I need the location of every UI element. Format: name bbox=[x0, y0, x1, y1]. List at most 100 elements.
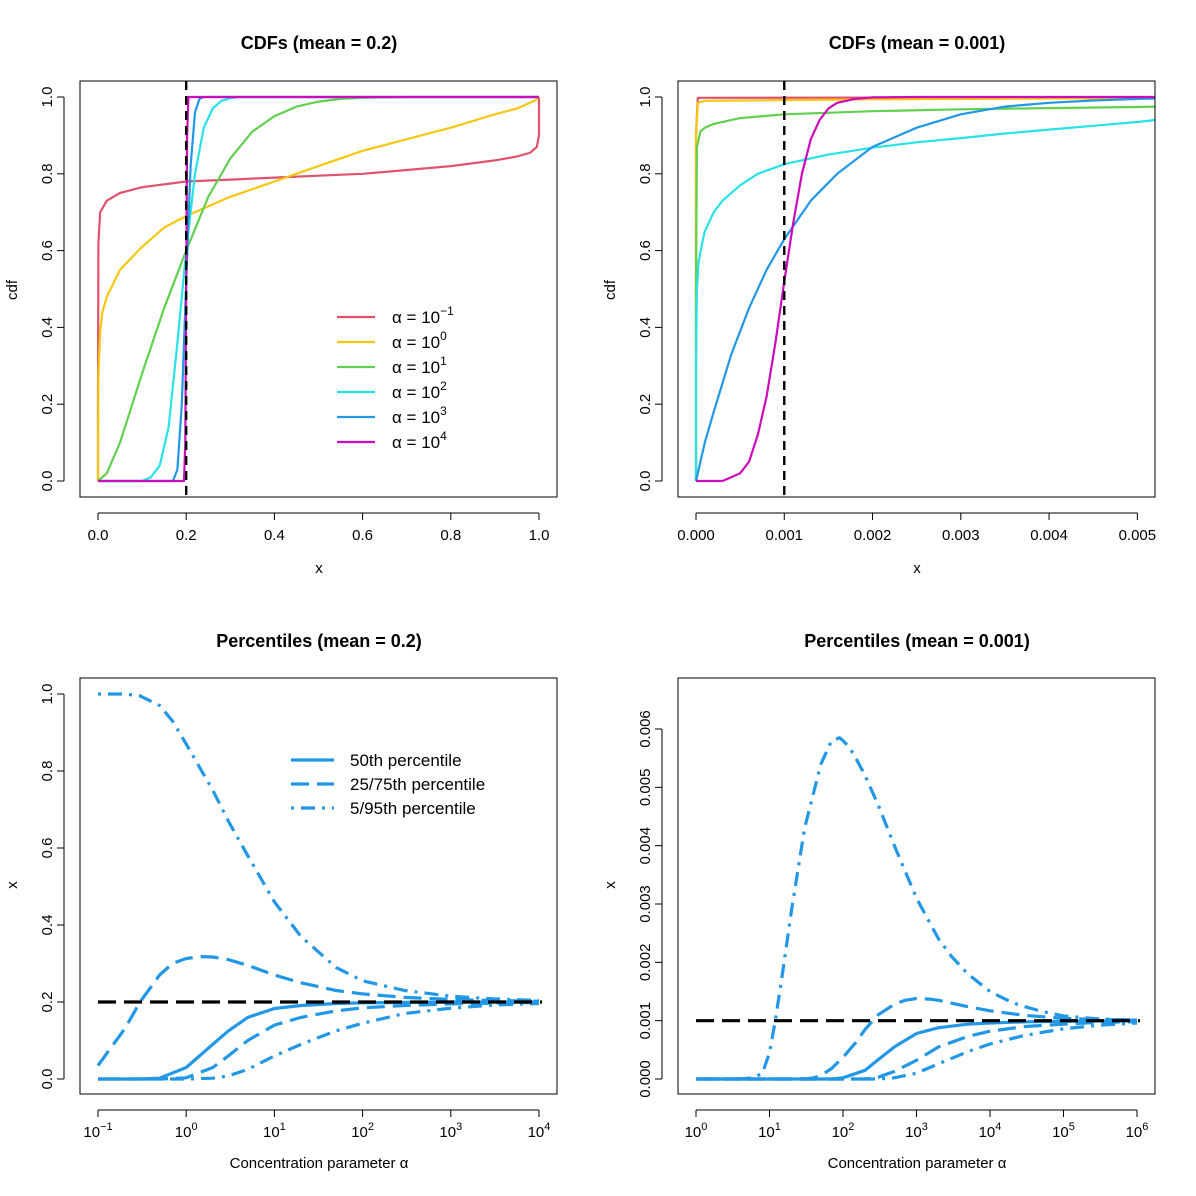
y-tick-label: 0.005 bbox=[637, 769, 654, 807]
chart-title: CDFs (mean = 0.001) bbox=[829, 33, 1006, 53]
series-line bbox=[694, 97, 1155, 481]
x-tick-label: 0.003 bbox=[942, 527, 980, 544]
series-line bbox=[98, 1000, 539, 1081]
y-tick-label: 0.2 bbox=[39, 992, 56, 1013]
plot-frame bbox=[677, 677, 1156, 1095]
series-line bbox=[96, 97, 541, 481]
series-line bbox=[696, 1021, 1138, 1081]
y-tick-label: 0.6 bbox=[637, 240, 654, 261]
x-tick-label: 100 bbox=[175, 1121, 198, 1141]
plot-frame bbox=[677, 80, 1156, 498]
y-tick-label: 0.0 bbox=[39, 1069, 56, 1090]
y-tick-label: 0.001 bbox=[637, 1002, 654, 1040]
y-tick-label: 0.0 bbox=[637, 471, 654, 492]
legend-label: α = 101 bbox=[392, 354, 447, 377]
series-line bbox=[98, 1001, 540, 1081]
x-tick-label: 101 bbox=[758, 1121, 781, 1141]
x-axis-label: x bbox=[315, 560, 323, 577]
y-tick-label: 0.8 bbox=[637, 163, 654, 184]
series-line bbox=[694, 105, 1155, 481]
legend-label: 25/75th percentile bbox=[350, 775, 485, 794]
legend-label: α = 103 bbox=[392, 404, 447, 427]
y-tick-label: 0.004 bbox=[637, 827, 654, 865]
x-tick-label: 100 bbox=[685, 1121, 708, 1141]
panel-percentiles-mean-0.2: Percentiles (mean = 0.2) Concentration p… bbox=[4, 631, 558, 1172]
x-tick-label: 106 bbox=[1126, 1121, 1149, 1141]
y-tick-label: 0.4 bbox=[39, 915, 56, 936]
series-line bbox=[696, 95, 1155, 483]
y-axis-label: x bbox=[4, 881, 21, 889]
series-group bbox=[696, 736, 1140, 1081]
x-tick-label: 10−1 bbox=[83, 1121, 112, 1141]
plot-marks: 0.000 0.001 0.002 0.003 0.004 0.005 0.0 0.2 0.4 0… bbox=[637, 81, 1156, 544]
x-tick-label: 0.8 bbox=[440, 527, 461, 544]
legend-label: α = 10−1 bbox=[392, 304, 454, 327]
plot-marks: 100 101 102 103 104 105 106 0.000 0.001 0.002 0.00… bbox=[637, 710, 1148, 1141]
x-tick-label: 1.0 bbox=[529, 527, 550, 544]
series-group bbox=[694, 81, 1155, 497]
y-tick-label: 0.8 bbox=[39, 163, 56, 184]
y-tick-label: 0.002 bbox=[637, 944, 654, 982]
series-line bbox=[694, 118, 1155, 481]
legend-label: α = 102 bbox=[392, 379, 447, 402]
y-tick-label: 0.2 bbox=[39, 394, 56, 415]
series-line bbox=[98, 1000, 540, 1081]
x-tick-label: 0.005 bbox=[1119, 527, 1157, 544]
y-tick-label: 0.0 bbox=[39, 471, 56, 492]
x-tick-label: 102 bbox=[832, 1121, 855, 1141]
x-tick-label: 0.001 bbox=[765, 527, 803, 544]
panel-cdf-mean-0.001: CDFs (mean = 0.001) x cdf 0.000 0.001 0.00… bbox=[602, 33, 1156, 577]
x-tick-label: 105 bbox=[1052, 1121, 1075, 1141]
y-axis-label: cdf bbox=[602, 279, 619, 300]
y-tick-label: 0.2 bbox=[637, 394, 654, 415]
chart-title: Percentiles (mean = 0.2) bbox=[216, 631, 422, 651]
legend: 50th percentile 25/75th percentile 5/95th … bbox=[291, 751, 485, 818]
series-line bbox=[98, 95, 539, 483]
x-tick-label: 104 bbox=[979, 1121, 1002, 1141]
y-tick-label: 0.6 bbox=[39, 240, 56, 261]
y-tick-label: 0.4 bbox=[637, 317, 654, 338]
y-axis-label: x bbox=[602, 881, 619, 889]
legend-label: 5/95th percentile bbox=[350, 799, 476, 818]
x-axis-label: x bbox=[913, 560, 921, 577]
x-tick-label: 0.0 bbox=[88, 527, 109, 544]
y-axis-label: cdf bbox=[4, 279, 21, 300]
series-line bbox=[694, 97, 1155, 482]
plot-marks: 10−1 100 101 102 103 104 0.0 0.2 0.4 0.6 0.8 1.0 bbox=[39, 684, 550, 1141]
plot-frame bbox=[79, 677, 558, 1095]
y-tick-label: 0.003 bbox=[637, 885, 654, 923]
series-group bbox=[96, 81, 541, 497]
series-line bbox=[96, 954, 540, 1067]
x-axis-label: Concentration parameter α bbox=[828, 1155, 1007, 1172]
panel-cdf-mean-0.2: CDFs (mean = 0.2) x cdf 0.0 0.2 0.4 0.6 0.8 1… bbox=[4, 33, 558, 577]
y-tick-label: 0.000 bbox=[637, 1060, 654, 1098]
plot-marks: 0.0 0.2 0.4 0.6 0.8 1.0 0.0 0.2 0.4 0.6 0.8 1.0 bbox=[39, 81, 549, 544]
x-tick-label: 103 bbox=[905, 1121, 928, 1141]
series-line bbox=[696, 1020, 1138, 1081]
y-tick-label: 1.0 bbox=[39, 87, 56, 108]
x-tick-label: 103 bbox=[439, 1121, 462, 1141]
series-group bbox=[96, 692, 542, 1081]
x-tick-label: 0.6 bbox=[352, 527, 373, 544]
chart-title: CDFs (mean = 0.2) bbox=[241, 33, 398, 53]
x-axis-label: Concentration parameter α bbox=[230, 1155, 409, 1172]
x-tick-label: 0.000 bbox=[677, 527, 715, 544]
y-tick-label: 0.8 bbox=[39, 761, 56, 782]
series-line bbox=[98, 95, 539, 483]
x-tick-label: 0.2 bbox=[176, 527, 197, 544]
series-line bbox=[696, 736, 1138, 1081]
x-tick-label: 0.002 bbox=[854, 527, 892, 544]
y-tick-label: 0.6 bbox=[39, 838, 56, 859]
panel-percentiles-mean-0.001: Percentiles (mean = 0.001) Concentration… bbox=[602, 631, 1156, 1172]
x-tick-label: 101 bbox=[263, 1121, 286, 1141]
legend-label: 50th percentile bbox=[350, 751, 462, 770]
legend-label: α = 100 bbox=[392, 329, 447, 352]
x-tick-label: 102 bbox=[351, 1121, 374, 1141]
series-line bbox=[98, 692, 540, 1003]
x-tick-label: 0.4 bbox=[264, 527, 285, 544]
y-tick-label: 1.0 bbox=[637, 87, 654, 108]
series-line bbox=[96, 96, 540, 482]
chart-title: Percentiles (mean = 0.001) bbox=[804, 631, 1030, 651]
